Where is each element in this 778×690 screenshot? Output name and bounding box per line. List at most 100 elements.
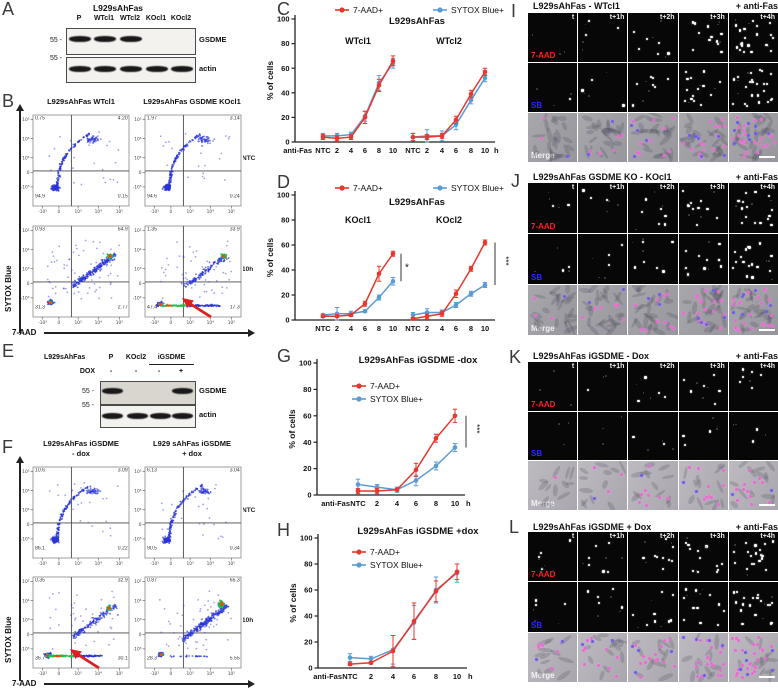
flow-y-axis-label: SYTOX Blue	[4, 616, 13, 663]
svg-text:100: 100	[277, 191, 290, 200]
svg-text:L929sAhFas iGSDME +dox: L929sAhFas iGSDME +dox	[357, 526, 479, 537]
fluorescence-image-cell: SB	[528, 63, 578, 112]
fluorescence-image-cell: t 7-AAD	[528, 362, 578, 411]
flow-column-title: - dox	[72, 449, 90, 458]
svg-text:100: 100	[299, 359, 312, 368]
svg-text:anti-Fas: anti-Fas	[313, 672, 342, 681]
quadrant-percentage: 90.5	[147, 546, 157, 552]
merge-image-cell	[578, 113, 628, 162]
merge-image-cell	[728, 632, 778, 682]
svg-text:10: 10	[389, 324, 397, 333]
channel-label: Merge	[531, 324, 555, 333]
fluorescence-image-cell: t+3h	[678, 13, 728, 62]
panel-letter-b: B	[2, 91, 15, 111]
fluorescence-image-cell: t 7-AAD	[528, 532, 578, 582]
quadrant-percentage: 36.7	[35, 656, 45, 662]
channel-label: 7-AAD	[531, 222, 556, 231]
channel-label: SB	[531, 101, 543, 110]
merge-image-cell	[578, 632, 628, 682]
red-arrow-annotation	[67, 647, 103, 671]
flow-column-title: L929sAhFas WTcl1	[47, 97, 115, 106]
quadrant-percentage: 0.15	[118, 194, 128, 200]
time-label: t+3h	[710, 533, 725, 540]
gsdme-blot-image	[66, 28, 196, 55]
time-label: t	[571, 363, 575, 370]
svg-text:40: 40	[281, 266, 289, 275]
panel-letter-j: J	[511, 171, 520, 191]
flow-y-axis-label: SYTOX Blue	[4, 265, 13, 312]
quadrant-percentage: 94.6	[147, 194, 157, 200]
svg-text:6: 6	[363, 146, 367, 155]
merge-image-cell	[728, 113, 778, 162]
flow-x-axis-label: 7-AAD	[12, 679, 37, 688]
svg-text:6: 6	[412, 672, 416, 681]
quadrant-percentage: 1.35	[147, 227, 157, 233]
image-grid: t 7-AAD t+1h t+2h t+3h t+4h SB Merge	[528, 13, 778, 162]
merge-image-cell	[578, 285, 628, 335]
svg-text:20: 20	[303, 464, 311, 473]
red-arrow-annotation	[179, 296, 215, 320]
svg-text:20: 20	[281, 113, 289, 122]
svg-text:WTcl2: WTcl2	[436, 36, 462, 46]
panel-letter-l: L	[509, 517, 520, 537]
svg-text:20: 20	[304, 638, 312, 647]
quadrant-percentage: 1.97	[147, 116, 157, 122]
flow-row-label: NTC	[242, 155, 256, 162]
svg-text:h: h	[494, 146, 499, 155]
svg-text:WTcl1: WTcl1	[345, 36, 371, 46]
quadrant-percentage: 17.3	[230, 305, 240, 311]
scale-bar	[759, 155, 775, 158]
fluorescence-image-cell: t 7-AAD	[528, 183, 578, 233]
blot-protein-label: GSDME	[199, 386, 227, 395]
svg-text:7-AAD+: 7-AAD+	[353, 183, 383, 193]
svg-text:% of cells: % of cells	[265, 61, 275, 100]
time-label: t	[571, 184, 575, 191]
svg-text:60: 60	[281, 64, 289, 73]
lane-label: KOcl2	[170, 15, 192, 22]
image-grid: t 7-AAD t+1h t+2h t+3h t+4h SB Merge	[528, 532, 778, 682]
quadrant-percentage: 31.3	[35, 305, 45, 311]
svg-text:% of cells: % of cells	[288, 583, 298, 622]
time-label: t+2h	[660, 533, 675, 540]
quadrant-percentage: 30.1	[118, 656, 128, 662]
panel-b-flow-cytometry: L929sAhFas WTcl1 L929sAhFas GSDME KOcl1 SY…	[0, 93, 260, 343]
svg-text:0: 0	[285, 138, 289, 147]
microscopy-title: L929sAhFas iGSDME + Dox	[533, 522, 652, 532]
time-label: t+3h	[710, 363, 725, 370]
quadrant-percentage: 32.9	[118, 578, 128, 584]
channel-label: SB	[531, 273, 543, 282]
microscopy-title: L929sAhFas - WTcl1	[533, 1, 620, 11]
channel-label: 7-AAD	[531, 51, 556, 60]
svg-text:10: 10	[389, 146, 397, 155]
svg-text:KOcl1: KOcl1	[345, 215, 371, 225]
gsdme-blot-image	[100, 381, 196, 405]
fluorescence-image-cell	[628, 63, 678, 112]
svg-text:*: *	[405, 263, 409, 274]
svg-text:7-AAD+: 7-AAD+	[370, 547, 400, 557]
svg-text:6: 6	[454, 146, 458, 155]
quadrant-percentage: 3.09	[118, 468, 128, 474]
merge-image-cell: Merge	[528, 632, 578, 682]
svg-text:KOcl2: KOcl2	[436, 215, 462, 225]
svg-text:7-AAD+: 7-AAD+	[370, 381, 400, 391]
svg-text:SYTOX Blue+: SYTOX Blue+	[451, 183, 504, 193]
microscopy-title: L929sAhFas GSDME KO - KOcl1	[533, 172, 672, 182]
flow-dot-plot: 1.97 3.14 94.6 0.24	[133, 113, 243, 218]
lane-label: KOcl1	[145, 15, 167, 22]
fluorescence-image-cell: t+3h	[678, 183, 728, 233]
panel-l-microscopy: L929sAhFas iGSDME + Dox + anti-Fas t 7-AAD t…	[508, 515, 778, 688]
lane-label: WTcl1	[93, 15, 115, 22]
time-label: t+2h	[660, 184, 675, 191]
channel-label: Merge	[531, 151, 555, 160]
svg-text:8: 8	[434, 672, 438, 681]
svg-text:***: ***	[472, 424, 481, 433]
merge-image-cell	[578, 461, 628, 510]
flow-dot-plot: 0.75 4.20 94.9 0.15	[21, 113, 131, 218]
svg-text:60: 60	[304, 586, 312, 595]
actin-blot-image	[66, 57, 196, 83]
svg-text:6: 6	[454, 324, 458, 333]
panel-letter-k: K	[509, 347, 522, 367]
svg-text:SYTOX Blue+: SYTOX Blue+	[370, 560, 423, 570]
svg-text:80: 80	[281, 39, 289, 48]
svg-text:L929sAhFas: L929sAhFas	[389, 197, 445, 208]
